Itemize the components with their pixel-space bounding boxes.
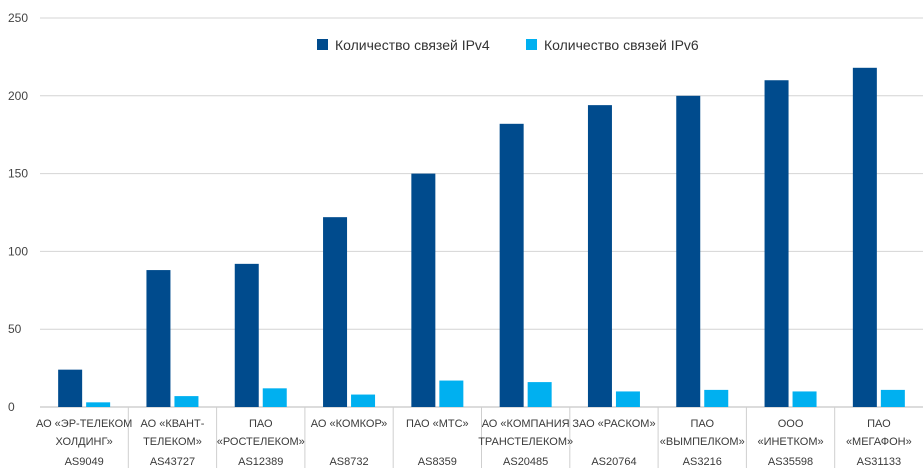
x-tick-label: ПАО [690, 418, 714, 430]
y-axis-ticks: 0 50 100 150 200 250 [8, 11, 28, 414]
bar-ipv4 [411, 173, 436, 407]
x-tick-label: АО «КВАНТ- [141, 418, 205, 430]
y-tick-label: 200 [8, 89, 28, 103]
bar-ipv4 [58, 369, 83, 407]
legend-label: Количество связей IPv6 [544, 37, 699, 53]
bar-ipv6 [615, 391, 640, 407]
bar-ipv6 [86, 402, 111, 407]
bar-ipv4 [764, 80, 789, 408]
x-tick-label: AS8732 [329, 456, 368, 468]
bar-ipv4 [323, 217, 348, 407]
bar-ipv4 [852, 67, 877, 408]
legend-swatch [526, 39, 537, 50]
y-tick-label: 50 [8, 322, 22, 336]
bar-ipv4 [499, 123, 524, 408]
x-tick-label: ПАО [867, 418, 891, 430]
bar-ipv6 [704, 389, 729, 407]
x-tick-label: AS8359 [418, 456, 457, 468]
bar-ipv4 [676, 95, 701, 408]
y-tick-label: 250 [8, 11, 28, 25]
bar-ipv6 [792, 391, 817, 407]
x-tick-label: ТРАНСТЕЛЕКОМ» [478, 436, 573, 448]
x-tick-label: AS12389 [238, 456, 283, 468]
bar-ipv6 [262, 388, 287, 407]
x-tick-label: АО «КОМКОР» [311, 418, 388, 430]
y-tick-label: 150 [8, 167, 28, 181]
x-tick-label: AS9049 [65, 456, 104, 468]
x-tick-label: «ИНЕТКОМ» [757, 436, 823, 448]
x-tick-label: ХОЛДИНГ» [56, 436, 113, 448]
x-tick-label: АО «ЭР-ТЕЛЕКОМ [36, 418, 132, 430]
x-tick-label: AS31133 [857, 456, 901, 468]
bar-ipv6 [527, 382, 552, 407]
x-tick-label: AS20485 [503, 456, 548, 468]
x-tick-label: AS3216 [683, 456, 722, 468]
x-tick-label: «МЕГАФОН» [846, 436, 912, 448]
gridlines [40, 17, 923, 408]
x-tick-label: «РОСТЕЛЕКОМ» [217, 436, 305, 448]
x-tick-label: ТЕЛЕКОМ» [143, 436, 202, 448]
bar-ipv6 [880, 389, 905, 407]
category-separators [127, 407, 836, 468]
bars [58, 67, 905, 408]
x-tick-label: AS20764 [591, 456, 636, 468]
x-tick-label: ПАО [249, 418, 273, 430]
x-tick-label: ООО [778, 418, 804, 430]
bar-ipv4 [587, 105, 612, 408]
bar-ipv6 [351, 394, 376, 407]
x-tick-label: ПАО «МТС» [406, 418, 469, 430]
x-tick-label: ЗАО «РАСКОМ» [572, 418, 655, 430]
bar-ipv6 [439, 380, 464, 407]
legend-label: Количество связей IPv4 [335, 37, 490, 53]
x-tick-label: AS43727 [150, 456, 195, 468]
x-tick-label: «ВЫМПЕЛКОМ» [660, 436, 745, 448]
legend: Количество связей IPv4 Количество связей … [317, 37, 699, 53]
bar-ipv4 [234, 263, 259, 407]
x-axis-labels: АО «ЭР-ТЕЛЕКОМ ХОЛДИНГ» AS9049 АО «КВАНТ- ТЕ… [36, 418, 912, 468]
y-tick-label: 0 [8, 400, 15, 414]
y-tick-label: 100 [8, 244, 28, 258]
x-tick-label: AS35598 [768, 456, 813, 468]
legend-swatch [317, 39, 328, 50]
x-tick-label: АО «КОМПАНИЯ [482, 418, 570, 430]
bar-ipv6 [174, 396, 199, 407]
bar-ipv4 [146, 270, 171, 407]
